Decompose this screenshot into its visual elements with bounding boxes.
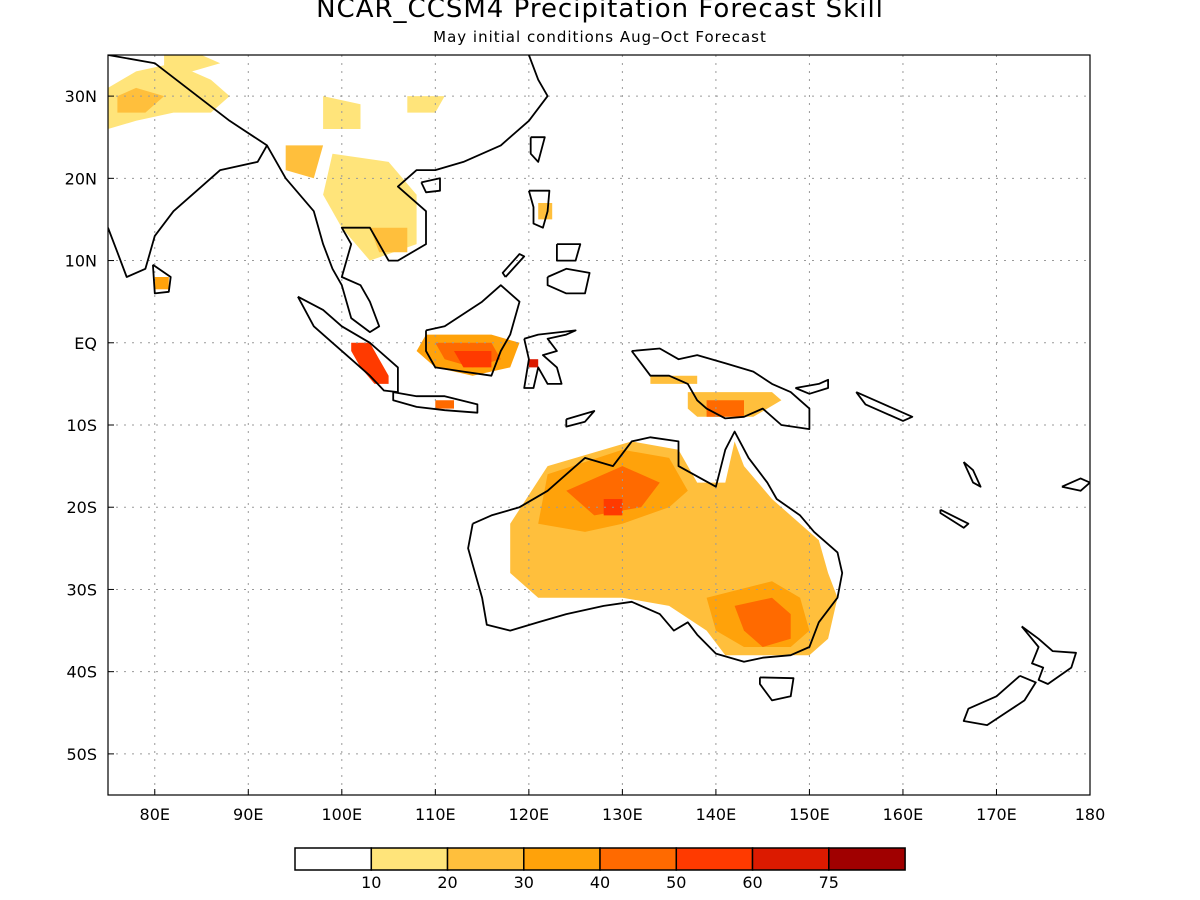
legend-label: 10 <box>361 873 381 892</box>
coastline-new-caledonia <box>939 508 970 529</box>
skill-region-java-patch <box>435 400 454 409</box>
lat-tick-label: 20S <box>66 498 97 517</box>
lon-tick-label: 160E <box>883 805 924 824</box>
lat-tick-label: 20N <box>65 169 97 188</box>
legend-label: 75 <box>819 873 839 892</box>
skill-region-sri-lanka <box>154 277 169 290</box>
lat-tick-label: 30S <box>66 580 97 599</box>
lat-tick-label: EQ <box>74 334 97 353</box>
skill-region-southeast-australia-core <box>734 597 791 647</box>
coastline-mindanao <box>546 267 591 295</box>
lon-tick-label: 130E <box>602 805 643 824</box>
skill-region-sumatra <box>351 342 389 384</box>
graticule <box>108 55 1090 795</box>
skill-region-new-guinea-north <box>650 375 698 384</box>
lon-tick-label: 120E <box>509 805 550 824</box>
lat-tick-label: 10N <box>65 252 97 271</box>
legend-label: 60 <box>742 873 762 892</box>
coastline-java <box>392 391 479 414</box>
lat-tick-label: 30N <box>65 87 97 106</box>
lat-tick-label: 40S <box>66 663 97 682</box>
coastline-nz-north <box>1021 625 1077 685</box>
skill-region-sulawesi <box>528 359 539 368</box>
skill-field <box>108 55 838 656</box>
legend-swatch <box>599 847 678 871</box>
coastline-nz-south <box>962 674 1037 726</box>
legend-swatch <box>751 847 830 871</box>
coastline-hainan <box>420 177 441 194</box>
coastlines <box>108 55 1090 726</box>
coastline-timor <box>565 410 596 428</box>
legend-swatch <box>446 847 525 871</box>
skill-region-north-australia-peak <box>566 466 660 516</box>
coastline-vanuatu <box>962 461 982 488</box>
coastline-borneo <box>425 284 521 377</box>
coastline-fiji <box>1061 477 1090 492</box>
legend-label: 20 <box>437 873 457 892</box>
color-legend: 10 20 30 40 50 60 75 <box>294 847 906 892</box>
coastline-solomon-islands <box>855 391 914 422</box>
skill-region-myanmar-patch <box>285 145 324 179</box>
coastline-luzon <box>528 189 551 229</box>
skill-region-south-asia-himalaya-core <box>117 87 165 113</box>
page-title: NCAR_CCSM4 Precipitation Forecast Skill <box>316 0 884 24</box>
coastline-india <box>108 55 268 278</box>
coastline-palawan <box>501 253 526 278</box>
lon-tick-label: 150E <box>789 805 830 824</box>
legend-swatch <box>294 847 373 871</box>
coastline-new-britain <box>795 378 829 395</box>
legend-swatch <box>675 847 754 871</box>
lon-tick-label: 90E <box>233 805 263 824</box>
legend-swatch <box>370 847 449 871</box>
legend-label: 50 <box>666 873 686 892</box>
lon-tick-label: 140E <box>696 805 737 824</box>
lon-tick-label: 110E <box>415 805 456 824</box>
map-background <box>108 55 1090 795</box>
coastline-visayas <box>556 243 582 262</box>
lon-tick-label: 80E <box>140 805 170 824</box>
legend-label: 30 <box>514 873 534 892</box>
coastline-taiwan <box>529 136 546 163</box>
skill-region-upper-india <box>164 55 221 72</box>
lat-tick-label: 50S <box>66 745 97 764</box>
axis-ticks: 80E 90E 100E 110E 120E 130E 140E 150E 160E 170E 18… <box>65 87 1106 824</box>
legend-swatch <box>828 847 906 871</box>
skill-region-borneo-core <box>454 351 492 368</box>
legend-label: 40 <box>590 873 610 892</box>
coastline-tasmania <box>759 676 795 702</box>
lat-tick-label: 10S <box>66 416 97 435</box>
lon-tick-label: 100E <box>321 805 362 824</box>
page-subtitle: May initial conditions Aug–Oct Forecast <box>433 28 767 46</box>
lon-tick-label: 180 <box>1075 805 1106 824</box>
coastline-australia <box>467 430 844 663</box>
skill-region-china-south-patch <box>407 96 445 113</box>
coastline-sulawesi <box>523 329 577 389</box>
lon-tick-label: 170E <box>976 805 1017 824</box>
coastline-sri-lanka <box>152 263 172 295</box>
legend-swatch <box>523 847 601 871</box>
skill-region-new-guinea-core <box>706 400 744 417</box>
coastline-burma-indochina-china <box>266 55 549 334</box>
coastline-new-guinea <box>630 347 811 431</box>
skill-region-indochina-core <box>369 227 408 253</box>
